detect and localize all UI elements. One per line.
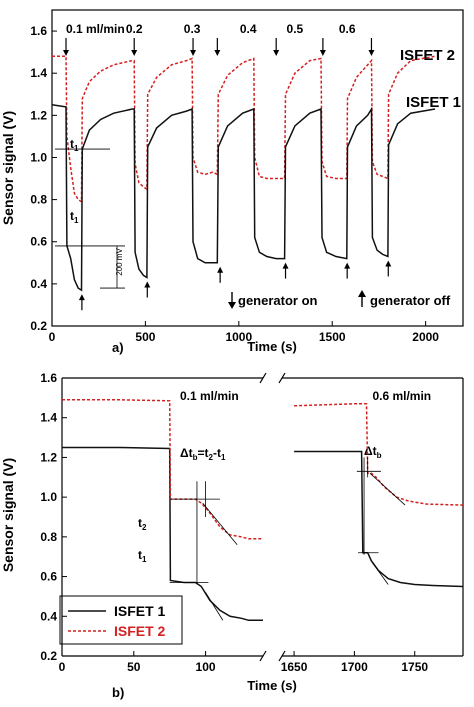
- generator-off-marker-head: [217, 266, 224, 273]
- panel-b-x-tick-label: 1650: [281, 660, 308, 674]
- t1-label-isfet1: t1: [70, 209, 79, 225]
- panel-b-series-line-isfet2: [62, 399, 263, 540]
- axis-break-mark: [259, 650, 267, 662]
- panel-b-x-tick-label: 1750: [401, 660, 428, 674]
- legend-label-isfet2: ISFET 2: [400, 47, 455, 64]
- panel-a-y-tick-label: 0.2: [30, 319, 47, 333]
- panel-a-series-line-isfet1: [51, 104, 436, 292]
- panel-a: Sensor signal (V) Time (s) a) ISFET 2 IS…: [0, 9, 464, 355]
- generator-on-marker-head: [319, 50, 326, 56]
- panel-b-flow-label: 0.1 ml/min: [180, 389, 239, 403]
- panel-b-series-line-isfet1: [294, 450, 464, 588]
- delta-t-annotation: Δtb=t2-t1 Δtb t2 t1: [138, 444, 382, 564]
- t2-label: t2: [138, 516, 147, 532]
- panel-b-y-tick-label: 0.4: [40, 609, 57, 623]
- panel-b-y-tick-label: 0.6: [40, 570, 57, 584]
- panel-b-x-tick-label: 50: [127, 660, 141, 674]
- legend-entry-isfet1: ISFET 1: [114, 603, 166, 619]
- panel-a-flow-label: 0.4: [240, 22, 257, 36]
- panel-b-series-line-isfet1: [62, 446, 263, 622]
- generator-on-marker-head: [214, 50, 221, 56]
- panel-b-y-tick-label: 1.2: [40, 450, 57, 464]
- panel-a-x-tick-label: 0: [49, 330, 56, 344]
- panel-a-flow-label: 0.1 ml/min: [66, 22, 125, 36]
- generator-on-legend: generator on: [228, 292, 318, 309]
- panel-a-series-line-isfet2: [52, 55, 436, 204]
- panel-a-y-tick-label: 1.4: [30, 66, 47, 80]
- generator-on-label: generator on: [238, 293, 318, 308]
- generator-on-marker-head: [190, 50, 197, 56]
- generator-off-marker-head: [282, 262, 289, 269]
- panel-a-flow-label: 0.3: [184, 22, 201, 36]
- panel-a-y-tick-label: 1.2: [30, 108, 47, 122]
- generator-off-marker-head: [385, 260, 392, 267]
- panel-b-y-tick-label: 0.2: [40, 649, 57, 663]
- panel-b-x-tick-label: 100: [196, 660, 216, 674]
- panel-a-flow-label: 0.6: [339, 22, 356, 36]
- panel-a-y-tick-label: 1.0: [30, 150, 47, 164]
- panel-a-x-tick-label: 1000: [225, 330, 252, 344]
- panel-a-plot-frame: [51, 9, 464, 327]
- delta-t-equation: Δtb=t2-t1: [180, 446, 226, 462]
- panel-b-x-axis-label: Time (s): [247, 678, 297, 693]
- panel-b-tangent-line: [369, 473, 406, 506]
- scale-bar-label: 200 mV: [115, 248, 124, 276]
- panel-b-tangent-line: [372, 562, 389, 585]
- axis-break-mark: [278, 650, 286, 662]
- generator-on-marker-head: [63, 50, 70, 56]
- panel-b-y-tick-label: 1.4: [40, 411, 57, 425]
- panel-a-y-tick-label: 0.8: [30, 193, 47, 207]
- panel-a-x-axis-label: Time (s): [247, 339, 297, 354]
- panel-a-y-tick-label: 0.6: [30, 235, 47, 249]
- panel-b-legend: ISFET 1 ISFET 2: [59, 595, 183, 645]
- panel-a-flow-label: 0.5: [287, 22, 304, 36]
- panel-a-y-tick-label: 1.6: [30, 24, 47, 38]
- panel-b-y-tick-label: 1.0: [40, 490, 57, 504]
- generator-on-marker-head: [368, 50, 375, 56]
- generator-off-marker-head: [344, 262, 351, 269]
- panel-a-y-axis-label: Sensor signal (V): [0, 111, 16, 225]
- generator-on-arrowhead-icon: [228, 302, 236, 309]
- legend-entry-isfet2: ISFET 2: [114, 623, 166, 639]
- panel-b-label: b): [112, 685, 124, 700]
- panel-a-flow-label: 0.2: [126, 22, 143, 36]
- generator-on-marker-head: [273, 50, 280, 56]
- panel-b-tangent-line: [205, 592, 224, 621]
- panel-b-x-tick-label: 0: [59, 660, 66, 674]
- panel-b-flow-label: 0.6 ml/min: [372, 389, 431, 403]
- panel-b: Sensor signal (V) Time (s) b) Δtb=t2-t1 …: [0, 371, 464, 700]
- axis-break-mark: [278, 372, 286, 384]
- panel-b-y-tick-label: 0.8: [40, 530, 57, 544]
- legend-box: [59, 595, 183, 645]
- legend-label-isfet1: ISFET 1: [406, 94, 461, 111]
- panel-a-x-tick-label: 2000: [412, 330, 439, 344]
- axis-break-mark: [259, 372, 267, 384]
- panel-b-series-line-isfet2: [294, 403, 464, 506]
- panel-b-y-tick-label: 1.6: [40, 371, 57, 385]
- panel-a-t1-annotation: t1 t1 200 mV: [70, 137, 124, 276]
- panel-b-tangent-line: [202, 502, 238, 546]
- panel-b-x-tick-label: 1700: [341, 660, 368, 674]
- generator-off-marker-head: [144, 281, 151, 288]
- generator-off-label: generator off: [370, 293, 451, 308]
- generator-off-arrowhead-icon: [358, 290, 366, 297]
- t1-label: t1: [138, 548, 147, 564]
- panel-a-label: a): [112, 340, 124, 355]
- panel-b-y-axis-label: Sensor signal (V): [0, 458, 16, 572]
- generator-on-marker-head: [131, 50, 138, 56]
- panel-a-y-tick-label: 0.4: [30, 277, 47, 291]
- panel-a-x-tick-label: 1500: [319, 330, 346, 344]
- generator-off-legend: generator off: [358, 290, 451, 308]
- generator-off-marker-head: [78, 294, 85, 301]
- panel-a-x-tick-label: 500: [135, 330, 155, 344]
- t1-label-isfet2: t1: [70, 137, 79, 153]
